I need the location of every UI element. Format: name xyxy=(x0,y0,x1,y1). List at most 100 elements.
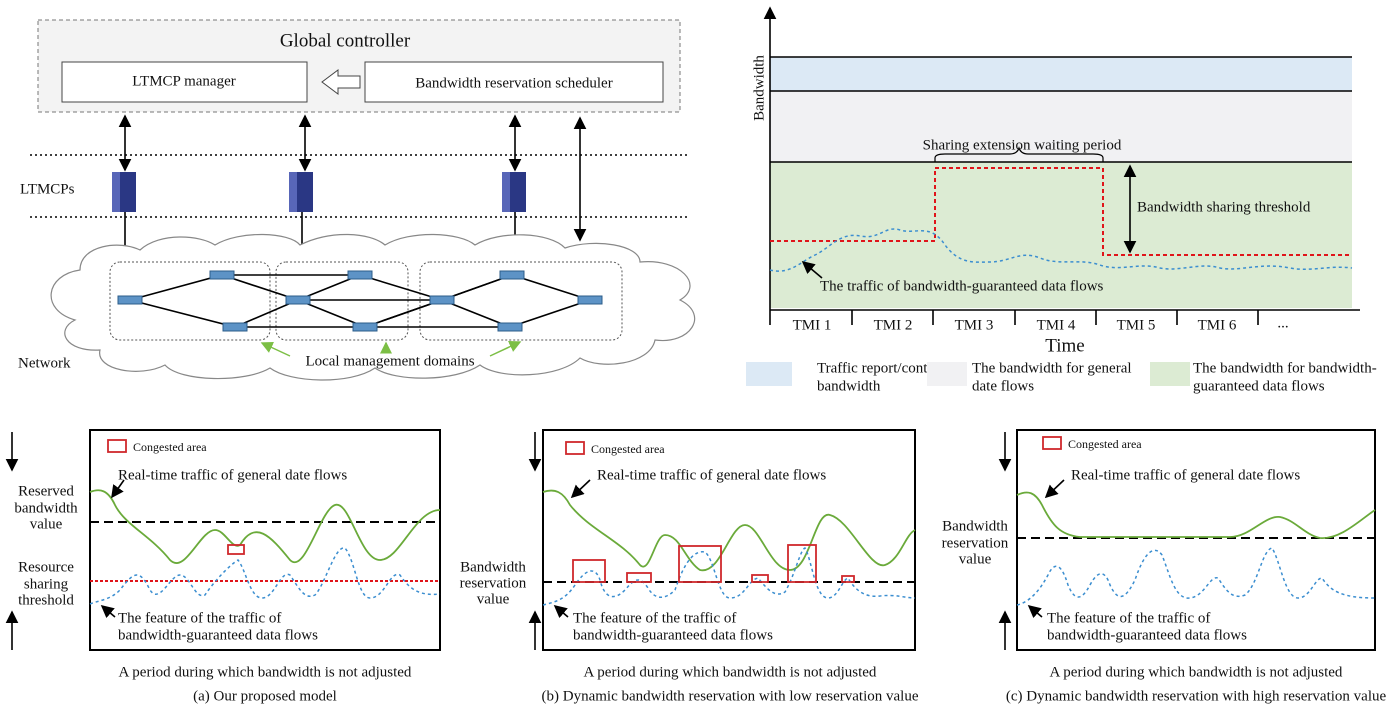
shape-rect xyxy=(429,295,455,305)
shape-rect xyxy=(209,270,235,280)
shape-rect xyxy=(112,172,120,212)
reserved-label: value xyxy=(30,516,63,532)
shape-rect xyxy=(927,362,967,386)
architecture: Global controller LTMCP manager Bandwidt… xyxy=(18,19,696,381)
reserved-label: Reserved xyxy=(18,483,74,499)
legend: guaranteed data flows xyxy=(1193,378,1325,394)
switches xyxy=(117,270,603,332)
tmis: TMI 4 xyxy=(1037,317,1076,333)
feature: bandwidth-guaranteed data flows xyxy=(118,627,318,643)
shape-line xyxy=(553,604,569,619)
shape-rect xyxy=(419,261,623,341)
shape-rect xyxy=(109,261,271,341)
tmi-ticks xyxy=(769,310,1259,325)
legend: bandwidth xyxy=(817,378,881,394)
shape-rect xyxy=(1150,362,1190,386)
shape-rect xyxy=(227,544,245,555)
congested: Congested area xyxy=(1068,437,1142,451)
panel-c: Congested area Real-time traffic of gene… xyxy=(942,429,1387,704)
manager: LTMCP manager xyxy=(132,73,235,89)
legend: The bandwidth for general xyxy=(972,360,1132,376)
x-label: Time xyxy=(1045,335,1084,356)
feature: bandwidth-guaranteed data flows xyxy=(1047,627,1247,643)
domains-label: Local management domains xyxy=(305,353,474,369)
shape-path xyxy=(1016,547,1376,606)
shape-path xyxy=(89,489,441,564)
shape-rect xyxy=(841,575,855,583)
shape-line xyxy=(100,604,116,619)
shape-path xyxy=(934,146,1104,162)
shape-rect xyxy=(61,61,308,103)
shape-path xyxy=(770,167,1352,256)
tmis: ... xyxy=(1277,315,1288,331)
reserved-label: reservation xyxy=(460,575,527,591)
general-traffic: Real-time traffic of general date flows xyxy=(1071,467,1300,483)
tmis: TMI 3 xyxy=(955,317,994,333)
panel-b: Congested area Real-time traffic of gene… xyxy=(460,429,919,704)
threshold-label: Resource xyxy=(18,559,74,575)
reserved-label: value xyxy=(477,591,510,607)
shape-line xyxy=(1027,604,1043,619)
feature: bandwidth-guaranteed data flows xyxy=(573,627,773,643)
reserved-label: Bandwidth xyxy=(942,518,1008,534)
shape-path xyxy=(321,69,361,95)
reserved-label: Bandwidth xyxy=(460,559,526,575)
legend: Traffic report/control xyxy=(817,360,944,376)
shape-rect xyxy=(352,322,378,332)
waiting-period: Sharing extension waiting period xyxy=(923,137,1122,153)
period: A period during which bandwidth is not a… xyxy=(119,664,412,680)
shape-rect xyxy=(275,261,409,341)
shape-rect xyxy=(751,574,769,583)
congested: Congested area xyxy=(133,440,207,454)
shape-rect xyxy=(497,322,523,332)
shape-rect xyxy=(89,429,441,651)
ltmcps-label: LTMCPs xyxy=(20,181,75,197)
threshold-label: sharing xyxy=(24,576,69,592)
shape-line xyxy=(801,260,823,279)
reserved-label: reservation xyxy=(942,535,1009,551)
feature: The feature of the traffic of xyxy=(573,610,736,626)
shape-path xyxy=(1016,491,1376,539)
shape-rect xyxy=(364,61,664,103)
shape-rect xyxy=(565,441,585,455)
shape-rect xyxy=(542,429,916,651)
shape-rect xyxy=(577,295,603,305)
legend: date flows xyxy=(972,378,1034,394)
network-label: Network xyxy=(18,355,71,371)
scheduler: Bandwidth reservation scheduler xyxy=(415,75,612,91)
shape-path xyxy=(542,547,916,606)
tmis: TMI 2 xyxy=(874,317,913,333)
shape-rect xyxy=(1042,436,1062,450)
shape-path xyxy=(89,547,441,605)
general-traffic: Real-time traffic of general date flows xyxy=(118,467,347,483)
shape-rect xyxy=(117,295,143,305)
threshold: Bandwidth sharing threshold xyxy=(1137,199,1311,215)
legend: The bandwidth for bandwidth- xyxy=(1193,360,1377,376)
shape-rect xyxy=(770,162,1352,308)
shape-rect xyxy=(572,559,606,583)
shape-rect xyxy=(107,439,127,453)
tmis: TMI 1 xyxy=(793,317,832,333)
shape-rect xyxy=(289,172,297,212)
controller-title: Global controller xyxy=(280,30,411,51)
general-traffic: Real-time traffic of general date flows xyxy=(597,467,826,483)
threshold-label: threshold xyxy=(18,592,74,608)
shape-line xyxy=(489,341,522,357)
shape-rect xyxy=(746,362,792,386)
period: A period during which bandwidth is not a… xyxy=(1050,664,1343,680)
shape-rect xyxy=(787,544,817,583)
shape-line xyxy=(570,479,591,499)
caption: (c) Dynamic bandwidth reservation with h… xyxy=(1006,688,1387,704)
tmis: TMI 6 xyxy=(1198,317,1237,333)
tmis: TMI 5 xyxy=(1117,317,1156,333)
servers xyxy=(112,172,526,212)
reserved-label: bandwidth xyxy=(14,500,78,516)
reserved-label: value xyxy=(959,551,992,567)
shape-rect xyxy=(626,572,652,583)
period: A period during which bandwidth is not a… xyxy=(584,664,877,680)
traffic: The traffic of bandwidth-guaranteed data… xyxy=(820,278,1104,294)
shape-path xyxy=(769,228,1353,272)
timeline: Bandwidth Sharing extension waiting peri… xyxy=(746,6,1377,394)
shape-line xyxy=(111,479,125,499)
